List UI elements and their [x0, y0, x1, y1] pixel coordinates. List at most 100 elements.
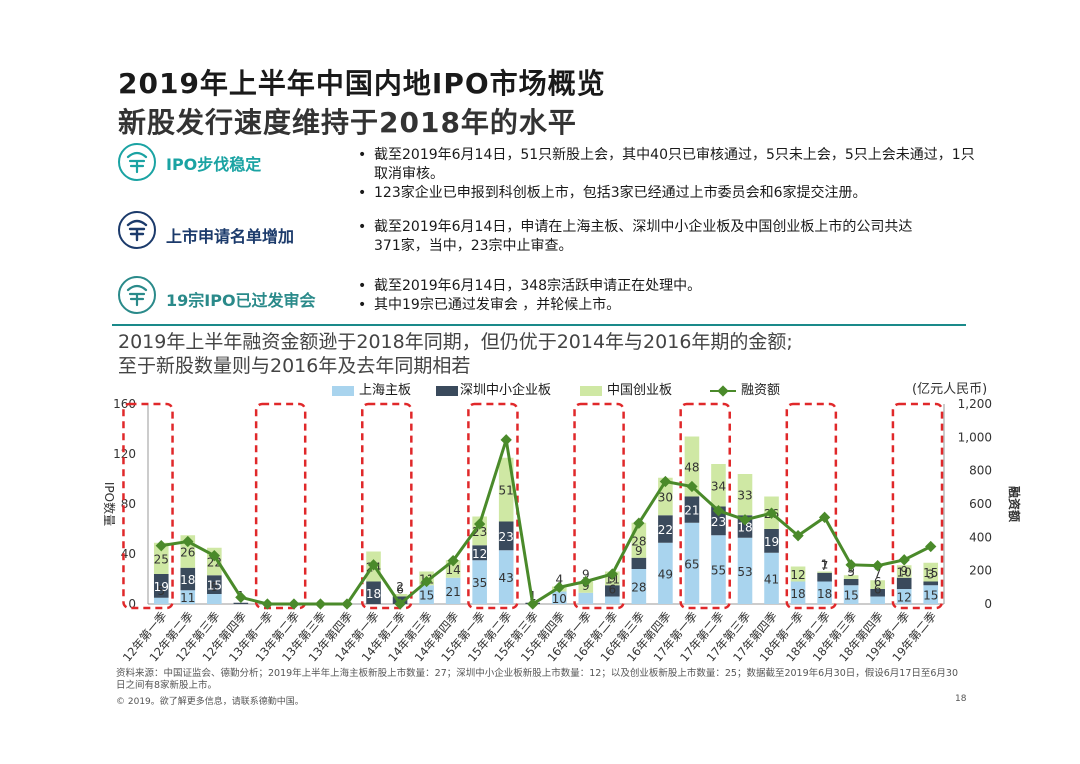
bar-segment [896, 565, 912, 578]
bar-value-label: 19 [764, 535, 779, 549]
bullet-text: 其中19宗已通过发审会 ，并轮候上市。 [356, 296, 966, 315]
chart-legend: 上海主板 深圳中小企业板 中国创业板 融资额 [0, 381, 1080, 401]
legend-label: 上海主板 [359, 383, 412, 398]
bar-segment [153, 597, 169, 604]
proceeds-point [845, 559, 857, 571]
section-heading-line: 2019年上半年融资金额逊于2018年同期，但仍优于2014年与2016年期的金… [118, 331, 793, 353]
bar-segment [843, 585, 859, 604]
bar-segment [923, 562, 939, 582]
bar-value-label: 15 [419, 589, 434, 603]
proceeds-point [420, 575, 433, 588]
proceeds-point [898, 554, 910, 566]
bar-segment [870, 580, 885, 589]
bar-value-label: 9 [582, 568, 590, 582]
bar-value-label: 65 [684, 557, 699, 571]
proceeds-point [261, 598, 274, 610]
proceeds-point [447, 555, 459, 567]
legend-item: 深圳中小企业板 [436, 381, 551, 401]
bar-value-label: 6 [874, 583, 882, 597]
bar-segment [392, 594, 408, 597]
proceeds-point [553, 581, 565, 593]
bullet-text: 截至2019年6月14日，51只新股上会，其中40只已审核通过，5只未上会，5只… [356, 146, 982, 184]
bar-value-label: 33 [737, 489, 752, 503]
proceeds-point [925, 540, 937, 553]
keypoint-label-approved: 19宗IPO已过发审会 [166, 291, 316, 310]
bar-value-label: 19 [154, 580, 169, 594]
bar-segment [631, 557, 647, 569]
legend-label: 融资额 [741, 383, 781, 398]
proceeds-point [235, 591, 247, 603]
bullet-text: 截至2019年6月14日，申请在上海主板、深圳中小企业板及中国创业板上市的公司共… [356, 218, 926, 256]
right-axis-title: 融资额 [1007, 486, 1022, 522]
bar-value-label: 28 [631, 534, 646, 548]
bar-value-label: 35 [472, 576, 487, 590]
legend-label: 深圳中小企业板 [460, 383, 552, 398]
bar-value-label: 6 [396, 583, 404, 597]
bar-value-label: 9 [635, 544, 643, 558]
bar-value-label: 18 [737, 521, 752, 535]
keypoint-bullets-ipo-pace: 截至2019年6月14日，51只新股上会，其中40只已审核通过，5只未上会，5只… [356, 146, 982, 203]
keypoint-bullets-approved: 截至2019年6月14日，348宗活跃申请正在处理中。 其中19宗已通过发审会 … [356, 277, 966, 315]
copyright: © 2019。欲了解更多信息，请联系德勤中国。 [116, 697, 304, 707]
ipo-stamp-icon [118, 143, 156, 181]
legend-swatch [332, 386, 354, 396]
legend-label: 中国创业板 [607, 383, 673, 398]
bar-value-label: 15 [923, 589, 938, 603]
bar-segment [684, 496, 700, 523]
highlight-box [361, 402, 413, 610]
proceeds-point [659, 475, 672, 488]
bar-segment [605, 585, 620, 597]
proceeds-point [341, 598, 353, 610]
bar-segment [180, 567, 196, 591]
keypoint-bullets-applications: 截至2019年6月14日，申请在上海主板、深圳中小企业板及中国创业板上市的公司共… [356, 218, 926, 256]
bar-segment [923, 581, 939, 586]
bar-segment [472, 560, 487, 604]
left-axis-title: IPO数量 [102, 482, 117, 526]
proceeds-line [161, 439, 932, 607]
bar-segment [233, 602, 249, 604]
highlight-box [122, 402, 174, 610]
legend-swatch [710, 390, 736, 392]
keypoint-label-ipo-pace: IPO步伐稳定 [166, 155, 262, 174]
bar-segment [445, 577, 461, 604]
proceeds-point [739, 514, 751, 526]
bar-segment [684, 522, 700, 604]
bar-value-label: 7 [821, 559, 829, 573]
bar-value-label: 10 [552, 592, 567, 606]
bar-value-label: 28 [631, 581, 646, 595]
bar-segment [366, 581, 381, 604]
bar-segment [764, 552, 779, 604]
proceeds-point [394, 598, 406, 610]
proceeds-point [686, 480, 698, 493]
bar-segment [843, 579, 859, 586]
left-tick-label: 0 [128, 597, 136, 611]
bar-segment [896, 577, 912, 589]
bar-segment [711, 464, 726, 507]
bar-segment [153, 574, 169, 598]
bar-value-label: 15 [923, 566, 938, 580]
ipo-stamp-icon [118, 211, 156, 249]
bar-value-label: 7 [874, 566, 882, 580]
bar-segment [207, 594, 222, 604]
bullet-text: 截至2019年6月14日，348宗活跃申请正在处理中。 [356, 277, 966, 296]
legend-swatch [580, 386, 602, 396]
highlight-box [891, 402, 944, 610]
bar-value-label: 1 [821, 558, 829, 572]
highlight-box [467, 402, 519, 610]
bar-value-label: 23 [499, 530, 514, 544]
right-tick-label: 600 [969, 497, 992, 511]
bar-segment [153, 542, 169, 574]
bullet-text: 123家企业已申报到科创板上市，包括3家已经通过上市委员会和6家提交注册。 [356, 184, 982, 203]
bar-value-label: 43 [499, 571, 514, 585]
proceeds-point [155, 540, 167, 552]
bar-segment [817, 581, 832, 604]
legend-item: 融资额 [710, 381, 780, 401]
bar-segment [817, 571, 832, 573]
source-note: 资料来源：中国证监会、德勤分析；2019年上半年上海主板新股上市数量：27；深圳… [116, 668, 959, 691]
highlight-box [785, 402, 838, 610]
bar-value-label: 21 [445, 585, 460, 599]
page-subtitle: 新股发行速度维持于2018年的水平 [118, 106, 577, 139]
bar-segment [472, 545, 487, 561]
bar-value-label: 10 [897, 566, 912, 580]
